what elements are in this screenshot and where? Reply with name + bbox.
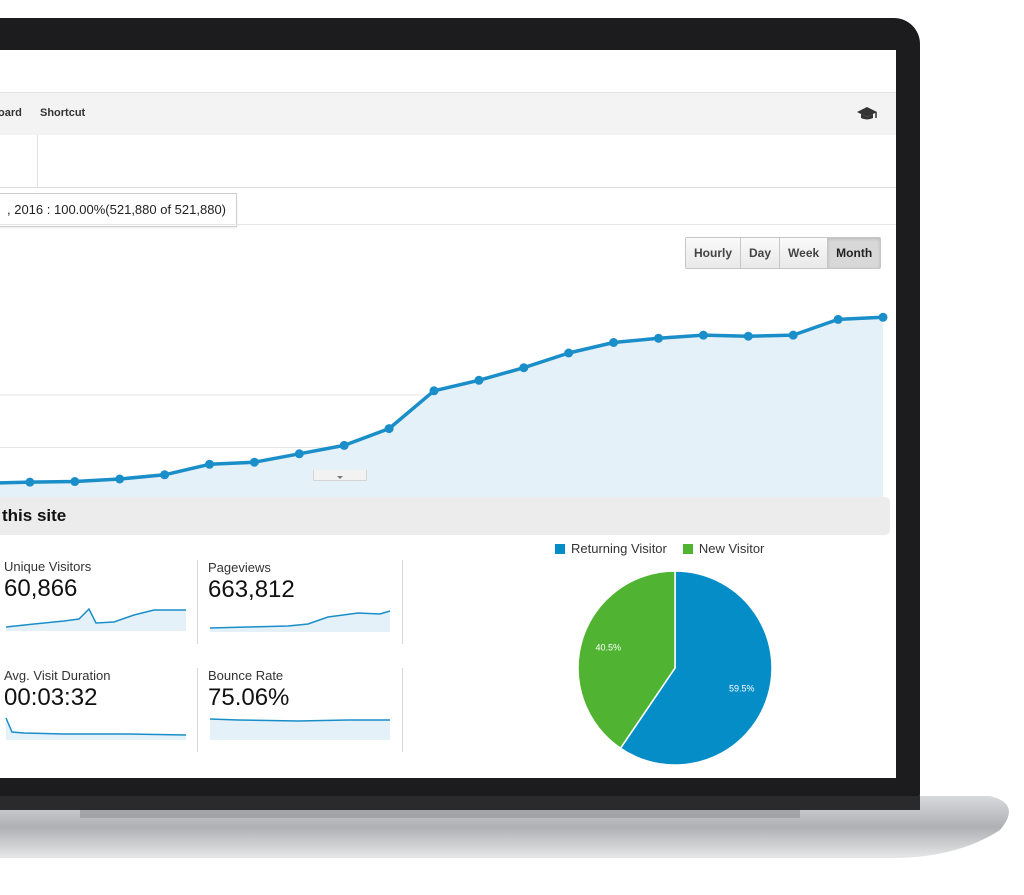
- data-point[interactable]: [294, 449, 304, 459]
- data-point[interactable]: [654, 333, 663, 343]
- segment-divider: [0, 224, 896, 225]
- unique-visitors-sparkline: [5, 607, 186, 631]
- laptop-base: [0, 796, 1009, 858]
- metric-label: Bounce Rate: [208, 668, 284, 683]
- data-point[interactable]: [609, 338, 619, 347]
- month-button[interactable]: Month: [828, 238, 881, 268]
- bounce-rate-sparkline: [209, 718, 390, 740]
- chart-area: [0, 317, 883, 500]
- data-point[interactable]: [878, 312, 888, 322]
- pie-slices: 59.5% 40.5%: [577, 570, 773, 766]
- metric-separator: [402, 668, 403, 752]
- day-button[interactable]: Day: [741, 238, 781, 268]
- data-point[interactable]: [115, 474, 125, 484]
- metric-avg-visit-duration[interactable]: Avg. Visit Duration 00:03:32: [4, 668, 194, 752]
- data-point[interactable]: [249, 457, 259, 467]
- data-point[interactable]: [833, 314, 843, 324]
- sub-toolbar: [0, 135, 896, 188]
- section-title: this site: [2, 506, 67, 525]
- data-point[interactable]: [474, 375, 484, 385]
- data-point[interactable]: [339, 440, 349, 450]
- metric-label: Unique Visitors: [4, 559, 92, 574]
- metric-pageviews[interactable]: Pageviews 663,812: [208, 560, 398, 644]
- data-point[interactable]: [564, 348, 574, 358]
- analytics-screen: oard Shortcut , 2016 : 100.00%(521,880 o…: [0, 50, 896, 778]
- segment-summary: , 2016 : 100.00%(521,880 of 521,880): [0, 193, 238, 227]
- chart-collapse-handle[interactable]: [313, 470, 367, 481]
- metric-value: 75.06%: [208, 684, 290, 711]
- legend-swatch: [682, 543, 693, 554]
- legend-item-new[interactable]: New Visitor: [682, 541, 765, 556]
- legend-item-returning[interactable]: Returning Visitor: [555, 541, 667, 556]
- metric-value: 60,866: [4, 575, 78, 602]
- data-point[interactable]: [205, 459, 214, 469]
- visitor-type-pie-chart: 59.5% 40.5%: [577, 570, 773, 766]
- toolbar: oard Shortcut: [0, 92, 896, 136]
- data-point[interactable]: [25, 477, 35, 487]
- section-header: this site: [0, 497, 890, 535]
- data-point[interactable]: [384, 424, 394, 434]
- graduation-cap-icon[interactable]: [856, 105, 878, 123]
- legend-label: Returning Visitor: [571, 541, 667, 556]
- metric-separator: [197, 560, 198, 644]
- pie-slice-label: 40.5%: [595, 642, 621, 652]
- sessions-line-chart: April 2015July 2015October 2015January 2…: [0, 312, 888, 519]
- hourly-button[interactable]: Hourly: [686, 238, 742, 268]
- dashboard-menu[interactable]: oard: [0, 107, 22, 119]
- metric-value: 00:03:32: [4, 684, 98, 711]
- data-point[interactable]: [429, 386, 439, 396]
- pageviews-sparkline: [209, 610, 391, 632]
- pie-legend: Returning Visitor New Visitor: [555, 541, 780, 556]
- data-point[interactable]: [698, 330, 708, 340]
- pie-slice-label: 59.5%: [729, 684, 755, 694]
- metric-label: Pageviews: [208, 560, 271, 575]
- legend-label: New Visitor: [698, 541, 765, 556]
- sub-toolbar-divider: [37, 135, 38, 187]
- granularity-selector: Hourly Day Week Month: [685, 237, 882, 269]
- data-point[interactable]: [160, 470, 170, 480]
- legend-swatch: [555, 543, 565, 554]
- week-button[interactable]: Week: [780, 238, 829, 268]
- data-point[interactable]: [519, 363, 529, 373]
- pie-slice[interactable]: [577, 570, 676, 750]
- metric-unique-visitors[interactable]: Unique Visitors 60,866: [4, 559, 194, 643]
- metric-separator: [402, 560, 403, 644]
- avg-visit-duration-sparkline: [5, 717, 187, 740]
- chart-points: [25, 312, 888, 487]
- shortcut-menu[interactable]: Shortcut: [40, 107, 86, 119]
- metric-value: 663,812: [208, 576, 295, 603]
- chevron-down-icon: [337, 476, 343, 479]
- data-point[interactable]: [788, 330, 798, 340]
- data-point[interactable]: [70, 477, 80, 487]
- metric-separator: [197, 668, 198, 752]
- metric-label: Avg. Visit Duration: [4, 668, 111, 683]
- data-point[interactable]: [743, 331, 753, 341]
- metric-bounce-rate[interactable]: Bounce Rate 75.06%: [208, 668, 398, 752]
- pie-slice[interactable]: [619, 570, 773, 766]
